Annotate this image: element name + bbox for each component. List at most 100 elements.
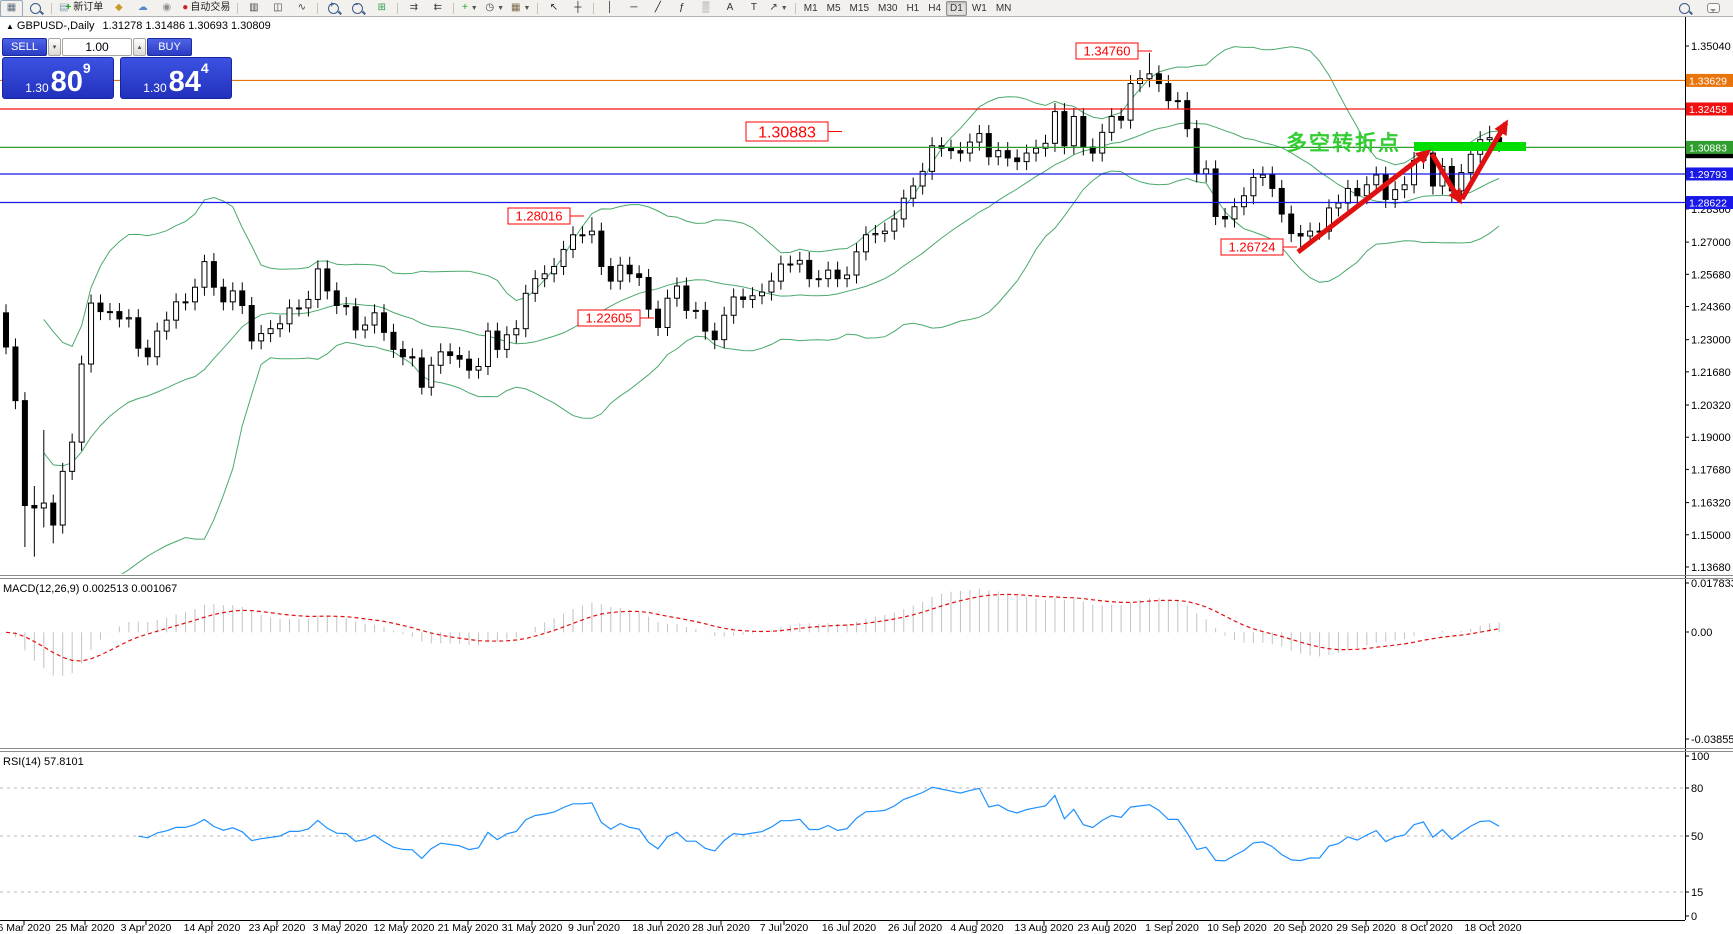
cursor-icon: ↖ <box>549 2 559 13</box>
rsi-pane <box>0 786 1685 893</box>
price-line-badge <box>1686 196 1733 210</box>
buy-quote-panel[interactable]: 1.30 84 4 <box>120 57 232 99</box>
auto-scroll-icon: ⇉ <box>409 2 419 13</box>
price-callout-text: 1.26724 <box>1229 240 1276 255</box>
templates-button[interactable]: ▦ ▼ <box>508 0 533 17</box>
red-trend-arrow[interactable] <box>1296 149 1432 254</box>
line-chart-button[interactable]: ∿ <box>290 0 313 17</box>
periods-button[interactable]: ◷ ▼ <box>482 0 507 17</box>
label-button[interactable]: T <box>742 0 765 17</box>
cn-annotation-label[interactable]: 多空转折点 <box>1286 131 1401 155</box>
styler-button[interactable]: ◆ <box>107 0 130 17</box>
crosshair-button[interactable]: ┼ <box>566 0 589 17</box>
timeframe-button-M1[interactable]: M1 <box>803 2 818 14</box>
vline-button[interactable]: │ <box>598 0 621 17</box>
date-tick-label: 1 Sep 2020 <box>1145 922 1199 934</box>
shapes-button[interactable]: ↗ ▼ <box>766 0 790 17</box>
red-trend-arrow[interactable] <box>1429 152 1463 205</box>
volume-input[interactable] <box>62 38 132 56</box>
timeframe-button-H4[interactable]: H4 <box>928 2 942 14</box>
timeframe-button-MN[interactable]: MN <box>995 2 1012 14</box>
svg-text:0.00: 0.00 <box>1691 627 1712 639</box>
text-button[interactable]: A <box>718 0 741 17</box>
autotrade-label: 自动交易 <box>190 2 231 13</box>
price-line-badge <box>1686 102 1733 116</box>
sell-button[interactable]: SELL <box>2 38 47 56</box>
buy-button[interactable]: BUY <box>147 38 192 56</box>
svg-text:0.017833: 0.017833 <box>1691 578 1733 590</box>
macd-pane <box>5 588 1500 676</box>
shapes-icon: ↗ <box>769 2 778 13</box>
green-resistance-bar[interactable] <box>1414 142 1526 151</box>
text-icon: A <box>726 2 734 13</box>
svg-text:1.33629: 1.33629 <box>1689 75 1727 87</box>
new-order-button[interactable]: ▤ + 新订单 <box>56 0 106 17</box>
timeframe-button-M5[interactable]: M5 <box>826 2 841 14</box>
tile-windows-button[interactable]: ⊞ <box>370 0 393 17</box>
trendline-button[interactable]: ╱ <box>646 0 669 17</box>
timeframe-button-W1[interactable]: W1 <box>971 2 987 14</box>
signals-button[interactable]: ◉ <box>155 0 178 17</box>
svg-text:-0.038559: -0.038559 <box>1691 734 1733 746</box>
timeframe-button-M15[interactable]: M15 <box>849 2 869 14</box>
svg-text:15: 15 <box>1691 887 1703 899</box>
vline-icon: │ <box>606 2 614 13</box>
hline-icon: ─ <box>630 2 638 13</box>
print-preview-button[interactable] <box>24 0 47 17</box>
date-tick-label: 12 May 2020 <box>374 922 435 934</box>
candle-chart-button[interactable]: ◫ <box>266 0 289 17</box>
price-line-badge <box>1686 73 1733 87</box>
date-tick-label: 20 Sep 2020 <box>1273 922 1333 934</box>
svg-text:1.32458: 1.32458 <box>1689 104 1727 116</box>
zoom-in-button[interactable] <box>322 0 345 17</box>
chevron-down-icon: ▼ <box>780 4 788 12</box>
sell-price-sup: 9 <box>82 60 91 76</box>
date-tick-label: 9 Jun 2020 <box>568 922 620 934</box>
search-button[interactable] <box>1673 0 1696 17</box>
volume-up-button[interactable]: ▴ <box>133 38 146 56</box>
autotrade-button[interactable]: ● 自动交易 <box>179 0 233 17</box>
buy-price-sup: 4 <box>200 60 209 76</box>
styler-icon: ◆ <box>114 2 123 13</box>
signals-icon: ◉ <box>162 2 172 13</box>
price-callout-text: 1.34760 <box>1084 44 1131 59</box>
volume-down-button[interactable]: ▾ <box>48 38 61 56</box>
price-tick-label: 1.27000 <box>1691 237 1731 249</box>
chart-window-icon: ▦ <box>6 2 17 13</box>
sell-price-big: 80 <box>50 66 83 99</box>
indicators-button[interactable]: + ▼ <box>458 0 481 17</box>
zoom-out-button[interactable] <box>346 0 369 17</box>
hline-button[interactable]: ─ <box>622 0 645 17</box>
timeframe-button-D1[interactable]: D1 <box>946 0 967 16</box>
fibo-grid-button[interactable]: ▒ <box>694 0 717 17</box>
bar-chart-button[interactable]: ▥ <box>242 0 265 17</box>
fibo-button[interactable]: ƒ <box>670 0 693 17</box>
date-tick-label: 28 Jun 2020 <box>692 922 750 934</box>
zoom-in-icon <box>328 1 340 14</box>
symbol-ohlc-line: ▲ GBPUSD-,Daily 1.31278 1.31486 1.30693 1.… <box>6 20 271 32</box>
date-tick-label: 14 Apr 2020 <box>184 922 241 934</box>
date-tick-label: 3 May 2020 <box>313 922 368 934</box>
timeframe-button-H1[interactable]: H1 <box>906 2 920 14</box>
svg-text:80: 80 <box>1691 783 1703 795</box>
market-button[interactable]: ☁ <box>131 0 154 17</box>
bar-chart-icon: ▥ <box>249 2 259 13</box>
timeframe-button-M30[interactable]: M30 <box>878 2 898 14</box>
chat-button[interactable] <box>1702 0 1725 17</box>
svg-text:50: 50 <box>1691 831 1703 843</box>
one-click-trading-panel: SELL ▾ ▴ BUY 1.30 80 9 1.30 84 4 <box>2 38 232 99</box>
chart-shift-button[interactable]: ⇇ <box>426 0 449 17</box>
cursor-button[interactable]: ↖ <box>542 0 565 17</box>
sell-quote-panel[interactable]: 1.30 80 9 <box>2 57 114 99</box>
auto-scroll-button[interactable]: ⇉ <box>402 0 425 17</box>
price-tick-label: 1.24360 <box>1691 301 1731 313</box>
date-tick-label: 4 Aug 2020 <box>950 922 1003 934</box>
main-toolbar: ▦▤+新订单◆☁◉●自动交易▥◫∿⊞⇉⇇+▼◷▼▦▼↖┼│─╱ƒ▒AT↗▼ M1… <box>0 0 1733 17</box>
date-tick-label: 23 Apr 2020 <box>249 922 306 934</box>
red-trend-arrow[interactable] <box>1459 119 1509 201</box>
date-tick-label: 8 Oct 2020 <box>1401 922 1453 934</box>
chart-window-button[interactable]: ▦ <box>0 0 23 17</box>
toolbar-separator <box>453 2 455 14</box>
date-tick-label: 13 Aug 2020 <box>1015 922 1074 934</box>
